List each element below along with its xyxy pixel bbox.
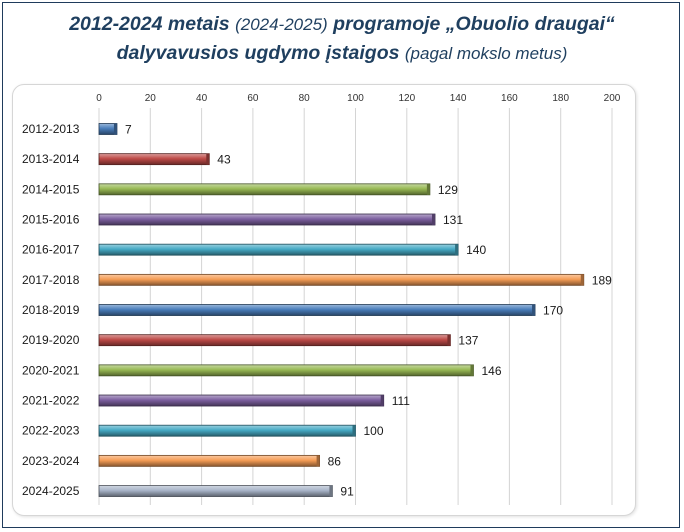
bar xyxy=(98,273,585,286)
title-line-2: dalyvavusios ugdymo įstaigos (pagal moks… xyxy=(0,39,684,68)
bar xyxy=(98,424,356,437)
bar xyxy=(98,243,459,256)
bar-end-cap xyxy=(113,123,117,135)
bar-end-cap xyxy=(432,214,436,226)
value-label: 189 xyxy=(592,273,612,287)
bar xyxy=(98,304,536,316)
bar-end-cap xyxy=(447,334,451,346)
category-labels: 2012-2013 2013-2014 2014-2015 2015-2016 2016… xyxy=(22,122,80,498)
x-tick-label: 20 xyxy=(145,93,157,104)
value-label: 7 xyxy=(125,123,132,137)
category-label: 2024-2025 xyxy=(22,484,80,498)
category-label: 2019-2020 xyxy=(22,333,80,347)
category-label: 2021-2022 xyxy=(22,394,80,408)
bar xyxy=(98,394,385,407)
bar xyxy=(98,334,451,347)
bar xyxy=(98,213,436,226)
x-tick-label: 80 xyxy=(299,93,311,104)
bar-end-cap xyxy=(206,153,210,165)
x-tick-label: 40 xyxy=(196,93,208,104)
title-subject: dalyvavusios ugdymo įstaigos xyxy=(116,42,400,64)
bar-end-cap xyxy=(316,455,320,467)
chart-title: 2012-2024 metais (2024-2025) programoje … xyxy=(0,10,684,68)
value-label: 43 xyxy=(217,153,231,167)
category-label: 2017-2018 xyxy=(22,273,80,287)
x-axis-ticks: 0 20 40 60 80 100 120 140 160 180 200 xyxy=(96,93,621,104)
value-label: 131 xyxy=(443,213,463,227)
bars xyxy=(98,123,585,497)
bar xyxy=(98,364,474,377)
x-tick-label: 0 xyxy=(96,93,102,104)
value-label: 100 xyxy=(364,424,384,438)
category-label: 2020-2021 xyxy=(22,363,80,377)
title-years: 2012-2024 metais xyxy=(69,13,230,35)
category-label: 2022-2023 xyxy=(22,424,80,438)
category-label: 2013-2014 xyxy=(22,152,80,166)
x-tick-label: 60 xyxy=(247,93,259,104)
bar-end-cap xyxy=(580,274,584,286)
value-label: 129 xyxy=(438,183,458,197)
category-label: 2012-2013 xyxy=(22,122,80,136)
value-label: 137 xyxy=(458,334,478,348)
bar-end-cap xyxy=(532,304,536,316)
bar xyxy=(98,153,210,166)
category-label: 2023-2024 xyxy=(22,454,80,468)
x-tick-label: 140 xyxy=(450,93,467,104)
category-label: 2018-2019 xyxy=(22,303,80,317)
bar xyxy=(98,485,333,497)
title-program: programoje „Obuolio draugai“ xyxy=(333,13,615,35)
value-label: 170 xyxy=(543,304,563,318)
category-label: 2016-2017 xyxy=(22,243,80,257)
value-label: 111 xyxy=(392,394,411,408)
value-label: 140 xyxy=(466,243,486,257)
x-tick-label: 120 xyxy=(398,93,415,104)
title-current-year: (2024-2025) xyxy=(235,15,328,34)
title-line-1: 2012-2024 metais (2024-2025) programoje … xyxy=(0,10,684,39)
value-labels: 7 43 129 131 140 189 170 137 146 111 100 86 91 xyxy=(125,123,612,499)
value-label: 86 xyxy=(328,454,342,468)
bar-end-cap xyxy=(455,244,459,256)
bar-end-cap xyxy=(380,395,384,407)
category-label: 2014-2015 xyxy=(22,182,80,196)
value-label: 91 xyxy=(340,485,354,499)
bar-end-cap xyxy=(426,183,430,195)
bar-end-cap xyxy=(352,425,356,437)
bar xyxy=(98,454,320,467)
bar-end-cap xyxy=(470,364,474,376)
bar xyxy=(98,183,431,196)
x-tick-label: 100 xyxy=(347,93,364,104)
bar-end-cap xyxy=(329,485,333,497)
x-tick-label: 200 xyxy=(604,93,621,104)
title-note: (pagal mokslo metus) xyxy=(404,44,568,63)
x-tick-label: 160 xyxy=(501,93,518,104)
x-tick-label: 180 xyxy=(552,93,569,104)
category-label: 2015-2016 xyxy=(22,213,80,227)
value-label: 146 xyxy=(481,364,501,378)
